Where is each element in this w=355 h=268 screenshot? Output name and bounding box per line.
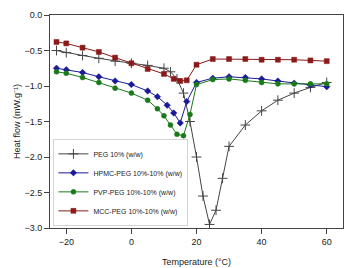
svg-text:40: 40 [257, 237, 267, 247]
svg-text:0.0: 0.0 [30, 10, 43, 20]
svg-text:HPMC-PEG 10%-10% (w/w): HPMC-PEG 10%-10% (w/w) [93, 170, 182, 178]
svg-text:−0.5: −0.5 [24, 46, 42, 56]
svg-text:20: 20 [191, 237, 201, 247]
svg-text:−2.5: −2.5 [24, 188, 42, 198]
svg-text:Heat flow (mW.g⁻¹): Heat flow (mW.g⁻¹) [12, 84, 22, 159]
svg-text:−2.0: −2.0 [24, 152, 42, 162]
svg-text:60: 60 [322, 237, 332, 247]
svg-text:−1.0: −1.0 [24, 81, 42, 91]
svg-text:0: 0 [129, 237, 134, 247]
svg-text:PEG 10% (w/w): PEG 10% (w/w) [93, 151, 142, 159]
svg-text:−20: −20 [59, 237, 74, 247]
svg-text:−3.0: −3.0 [24, 223, 42, 233]
svg-text:−1.5: −1.5 [24, 117, 42, 127]
svg-text:PVP-PEG 10%-10% (w/w): PVP-PEG 10%-10% (w/w) [93, 189, 175, 197]
svg-text:Temperature (°C): Temperature (°C) [162, 257, 231, 267]
svg-text:MCC-PEG 10%-10% (w/w): MCC-PEG 10%-10% (w/w) [93, 208, 177, 216]
